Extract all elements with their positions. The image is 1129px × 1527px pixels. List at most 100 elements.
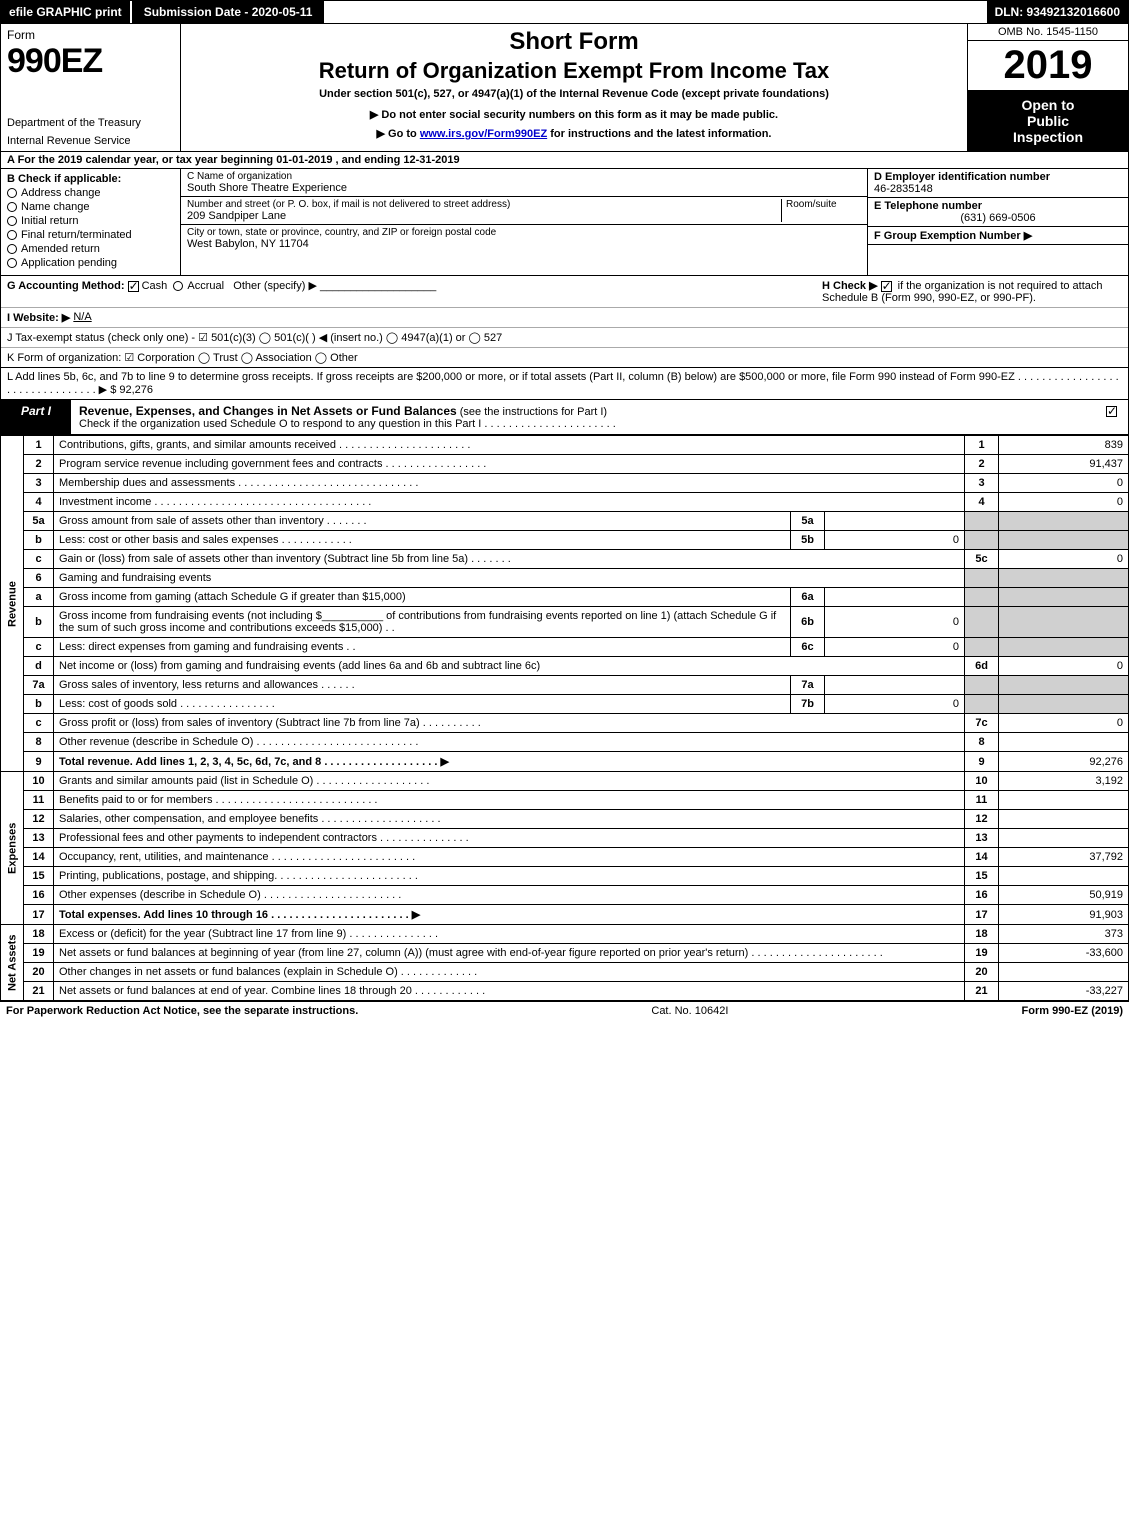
amt-2: 91,437 — [999, 455, 1129, 474]
chk-name-change[interactable]: Name change — [7, 201, 174, 213]
line-6a: aGross income from gaming (attach Schedu… — [1, 588, 1129, 607]
org-name: South Shore Theatre Experience — [187, 182, 861, 194]
amt-11 — [999, 791, 1129, 810]
line-6d: dNet income or (loss) from gaming and fu… — [1, 657, 1129, 676]
line-14: 14Occupancy, rent, utilities, and mainte… — [1, 848, 1129, 867]
row-i: I Website: ▶ N/A — [1, 308, 1128, 328]
line-10: Expenses 10Grants and similar amounts pa… — [1, 772, 1129, 791]
form-code: 990EZ — [7, 42, 174, 81]
header-left: Form 990EZ Department of the Treasury In… — [1, 24, 181, 151]
line-21: 21Net assets or fund balances at end of … — [1, 982, 1129, 1001]
open-line3: Inspection — [972, 129, 1124, 145]
phone-label: E Telephone number — [874, 200, 982, 212]
row-k: K Form of organization: ☑ Corporation ◯ … — [1, 348, 1128, 367]
header-center: Short Form Return of Organization Exempt… — [181, 24, 968, 151]
section-b-title: B Check if applicable: — [7, 173, 121, 185]
open-to-public: Open to Public Inspection — [968, 91, 1128, 151]
line-17: 17Total expenses. Add lines 10 through 1… — [1, 905, 1129, 925]
part1-check — [1098, 400, 1128, 434]
footer: For Paperwork Reduction Act Notice, see … — [0, 1001, 1129, 1020]
line-15: 15Printing, publications, postage, and s… — [1, 867, 1129, 886]
row-g-h: G Accounting Method: Cash Accrual Other … — [1, 276, 1128, 308]
dept-irs: Internal Revenue Service — [7, 135, 174, 147]
part1-label: Part I — [1, 400, 71, 434]
amt-7c: 0 — [999, 714, 1129, 733]
line-3: 3Membership dues and assessments . . . .… — [1, 474, 1129, 493]
cat-no: Cat. No. 10642I — [651, 1005, 728, 1017]
irs-link[interactable]: www.irs.gov/Form990EZ — [420, 128, 547, 140]
ein-cell: D Employer identification number 46-2835… — [868, 169, 1128, 198]
row-l: L Add lines 5b, 6c, and 7b to line 9 to … — [0, 368, 1129, 400]
line-7c: cGross profit or (loss) from sales of in… — [1, 714, 1129, 733]
chk-accrual[interactable] — [173, 281, 183, 291]
paperwork-notice: For Paperwork Reduction Act Notice, see … — [6, 1005, 358, 1017]
amt-19: -33,600 — [999, 944, 1129, 963]
row-h: H Check ▶ if the organization is not req… — [822, 279, 1122, 304]
amt-5a — [825, 512, 965, 531]
expenses-side-label: Expenses — [1, 772, 24, 925]
street: 209 Sandpiper Lane — [187, 210, 781, 222]
dln-label: DLN: 93492132016600 — [987, 1, 1128, 23]
top-bar-left: efile GRAPHIC print Submission Date - 20… — [1, 1, 324, 23]
amt-6c: 0 — [825, 638, 965, 657]
chk-schedule-b[interactable] — [881, 281, 892, 292]
street-label: Number and street (or P. O. box, if mail… — [187, 199, 781, 210]
form-word: Form — [7, 28, 174, 42]
top-bar: efile GRAPHIC print Submission Date - 20… — [0, 0, 1129, 24]
gross-receipts: 92,276 — [119, 384, 153, 396]
chk-initial-return[interactable]: Initial return — [7, 215, 174, 227]
line-20: 20Other changes in net assets or fund ba… — [1, 963, 1129, 982]
ssn-notice: ▶ Do not enter social security numbers o… — [189, 108, 959, 121]
open-line2: Public — [972, 113, 1124, 129]
line-5c: cGain or (loss) from sale of assets othe… — [1, 550, 1129, 569]
part1-checkbox[interactable] — [1106, 406, 1117, 417]
amt-18: 373 — [999, 925, 1129, 944]
tax-year: 2019 — [968, 41, 1128, 91]
part1-title: Revenue, Expenses, and Changes in Net As… — [71, 400, 1098, 434]
line-6b: b Gross income from fundraising events (… — [1, 607, 1129, 638]
line-9: 9Total revenue. Add lines 1, 2, 3, 4, 5c… — [1, 752, 1129, 772]
row-g: G Accounting Method: Cash Accrual Other … — [7, 279, 822, 304]
line-6c: cLess: direct expenses from gaming and f… — [1, 638, 1129, 657]
amt-10: 3,192 — [999, 772, 1129, 791]
chk-final-return[interactable]: Final return/terminated — [7, 229, 174, 241]
amt-13 — [999, 829, 1129, 848]
line-19: 19Net assets or fund balances at beginni… — [1, 944, 1129, 963]
line-2: 2Program service revenue including gover… — [1, 455, 1129, 474]
info-block: B Check if applicable: Address change Na… — [0, 169, 1129, 276]
line-11: 11Benefits paid to or for members . . . … — [1, 791, 1129, 810]
street-cell: Number and street (or P. O. box, if mail… — [181, 197, 867, 225]
org-name-cell: C Name of organization South Shore Theat… — [181, 169, 867, 197]
line-4: 4Investment income . . . . . . . . . . .… — [1, 493, 1129, 512]
short-form-title: Short Form — [189, 28, 959, 56]
chk-address-change[interactable]: Address change — [7, 187, 174, 199]
efile-print-button[interactable]: efile GRAPHIC print — [1, 1, 132, 23]
group-label: F Group Exemption Number ▶ — [874, 230, 1032, 242]
room-label: Room/suite — [786, 199, 861, 210]
city-cell: City or town, state or province, country… — [181, 225, 867, 252]
amt-6d: 0 — [999, 657, 1129, 676]
amt-14: 37,792 — [999, 848, 1129, 867]
amt-4: 0 — [999, 493, 1129, 512]
submission-date: Submission Date - 2020-05-11 — [132, 1, 325, 23]
line-12: 12Salaries, other compensation, and empl… — [1, 810, 1129, 829]
amt-16: 50,919 — [999, 886, 1129, 905]
form-footer-label: Form 990-EZ (2019) — [1022, 1005, 1123, 1017]
revenue-side-label: Revenue — [1, 436, 24, 772]
notice2-pre: ▶ Go to — [377, 128, 420, 140]
under-section: Under section 501(c), 527, or 4947(a)(1)… — [189, 88, 959, 100]
chk-cash[interactable] — [128, 281, 139, 292]
amt-8 — [999, 733, 1129, 752]
amt-12 — [999, 810, 1129, 829]
amt-15 — [999, 867, 1129, 886]
chk-amended-return[interactable]: Amended return — [7, 243, 174, 255]
line-13: 13Professional fees and other payments t… — [1, 829, 1129, 848]
chk-application-pending[interactable]: Application pending — [7, 257, 174, 269]
lines-table: Revenue 1 Contributions, gifts, grants, … — [0, 435, 1129, 1001]
section-b: B Check if applicable: Address change Na… — [1, 169, 181, 275]
notice2-post: for instructions and the latest informat… — [547, 128, 771, 140]
goto-notice: ▶ Go to www.irs.gov/Form990EZ for instru… — [189, 127, 959, 140]
org-name-label: C Name of organization — [187, 171, 861, 182]
section-c: C Name of organization South Shore Theat… — [181, 169, 868, 275]
city: West Babylon, NY 11704 — [187, 238, 861, 250]
